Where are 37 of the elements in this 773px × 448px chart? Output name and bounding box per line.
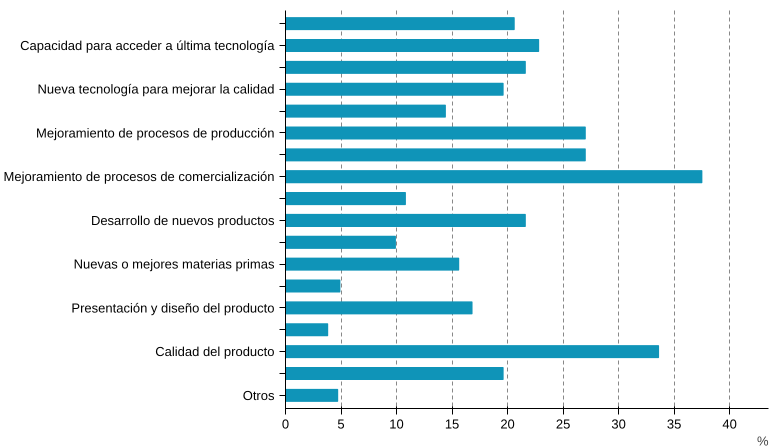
y-tick-label: Capacidad para acceder a última tecnología [20, 38, 276, 53]
bar [286, 323, 328, 336]
x-tick-label: 15 [444, 416, 460, 432]
bar [286, 170, 702, 184]
bar [286, 366, 504, 380]
x-tick-label: 40 [722, 416, 737, 432]
bar [286, 280, 340, 293]
bar [286, 38, 540, 52]
x-tick-label: 25 [556, 416, 570, 432]
bar [286, 236, 396, 249]
bar [286, 388, 338, 402]
y-tick-label: Desarrollo de nuevos productos [90, 212, 275, 228]
bar [286, 301, 473, 314]
x-tick-label: 20 [500, 416, 515, 432]
bar [286, 17, 515, 30]
bar [286, 148, 586, 162]
x-tick-label: 10 [389, 416, 404, 432]
bar [286, 104, 446, 118]
bar [286, 345, 660, 358]
bar [286, 60, 526, 74]
x-tick-label: 35 [666, 416, 682, 432]
y-tick-label: Calidad del producto [155, 344, 275, 360]
y-tick-label: Presentación y diseño del producto [71, 300, 275, 316]
y-tick-label: Mejoramiento de procesos de producción [36, 125, 274, 140]
bar [286, 192, 406, 206]
x-tick-label: 5 [337, 416, 345, 432]
y-tick-label: Nuevas o mejores materias primas [74, 256, 275, 272]
bar [286, 126, 586, 140]
x-axis-title: % [756, 434, 769, 448]
x-tick-label: 30 [611, 416, 626, 432]
y-tick-label: Otros [242, 388, 275, 403]
y-tick-label: Nueva tecnología para mejorar la calidad [37, 82, 275, 97]
bar [286, 214, 526, 227]
bar [286, 82, 504, 96]
y-tick-label: Mejoramiento de procesos de comercialización [4, 169, 275, 184]
x-tick-label: 0 [282, 416, 290, 432]
bar [286, 258, 460, 271]
